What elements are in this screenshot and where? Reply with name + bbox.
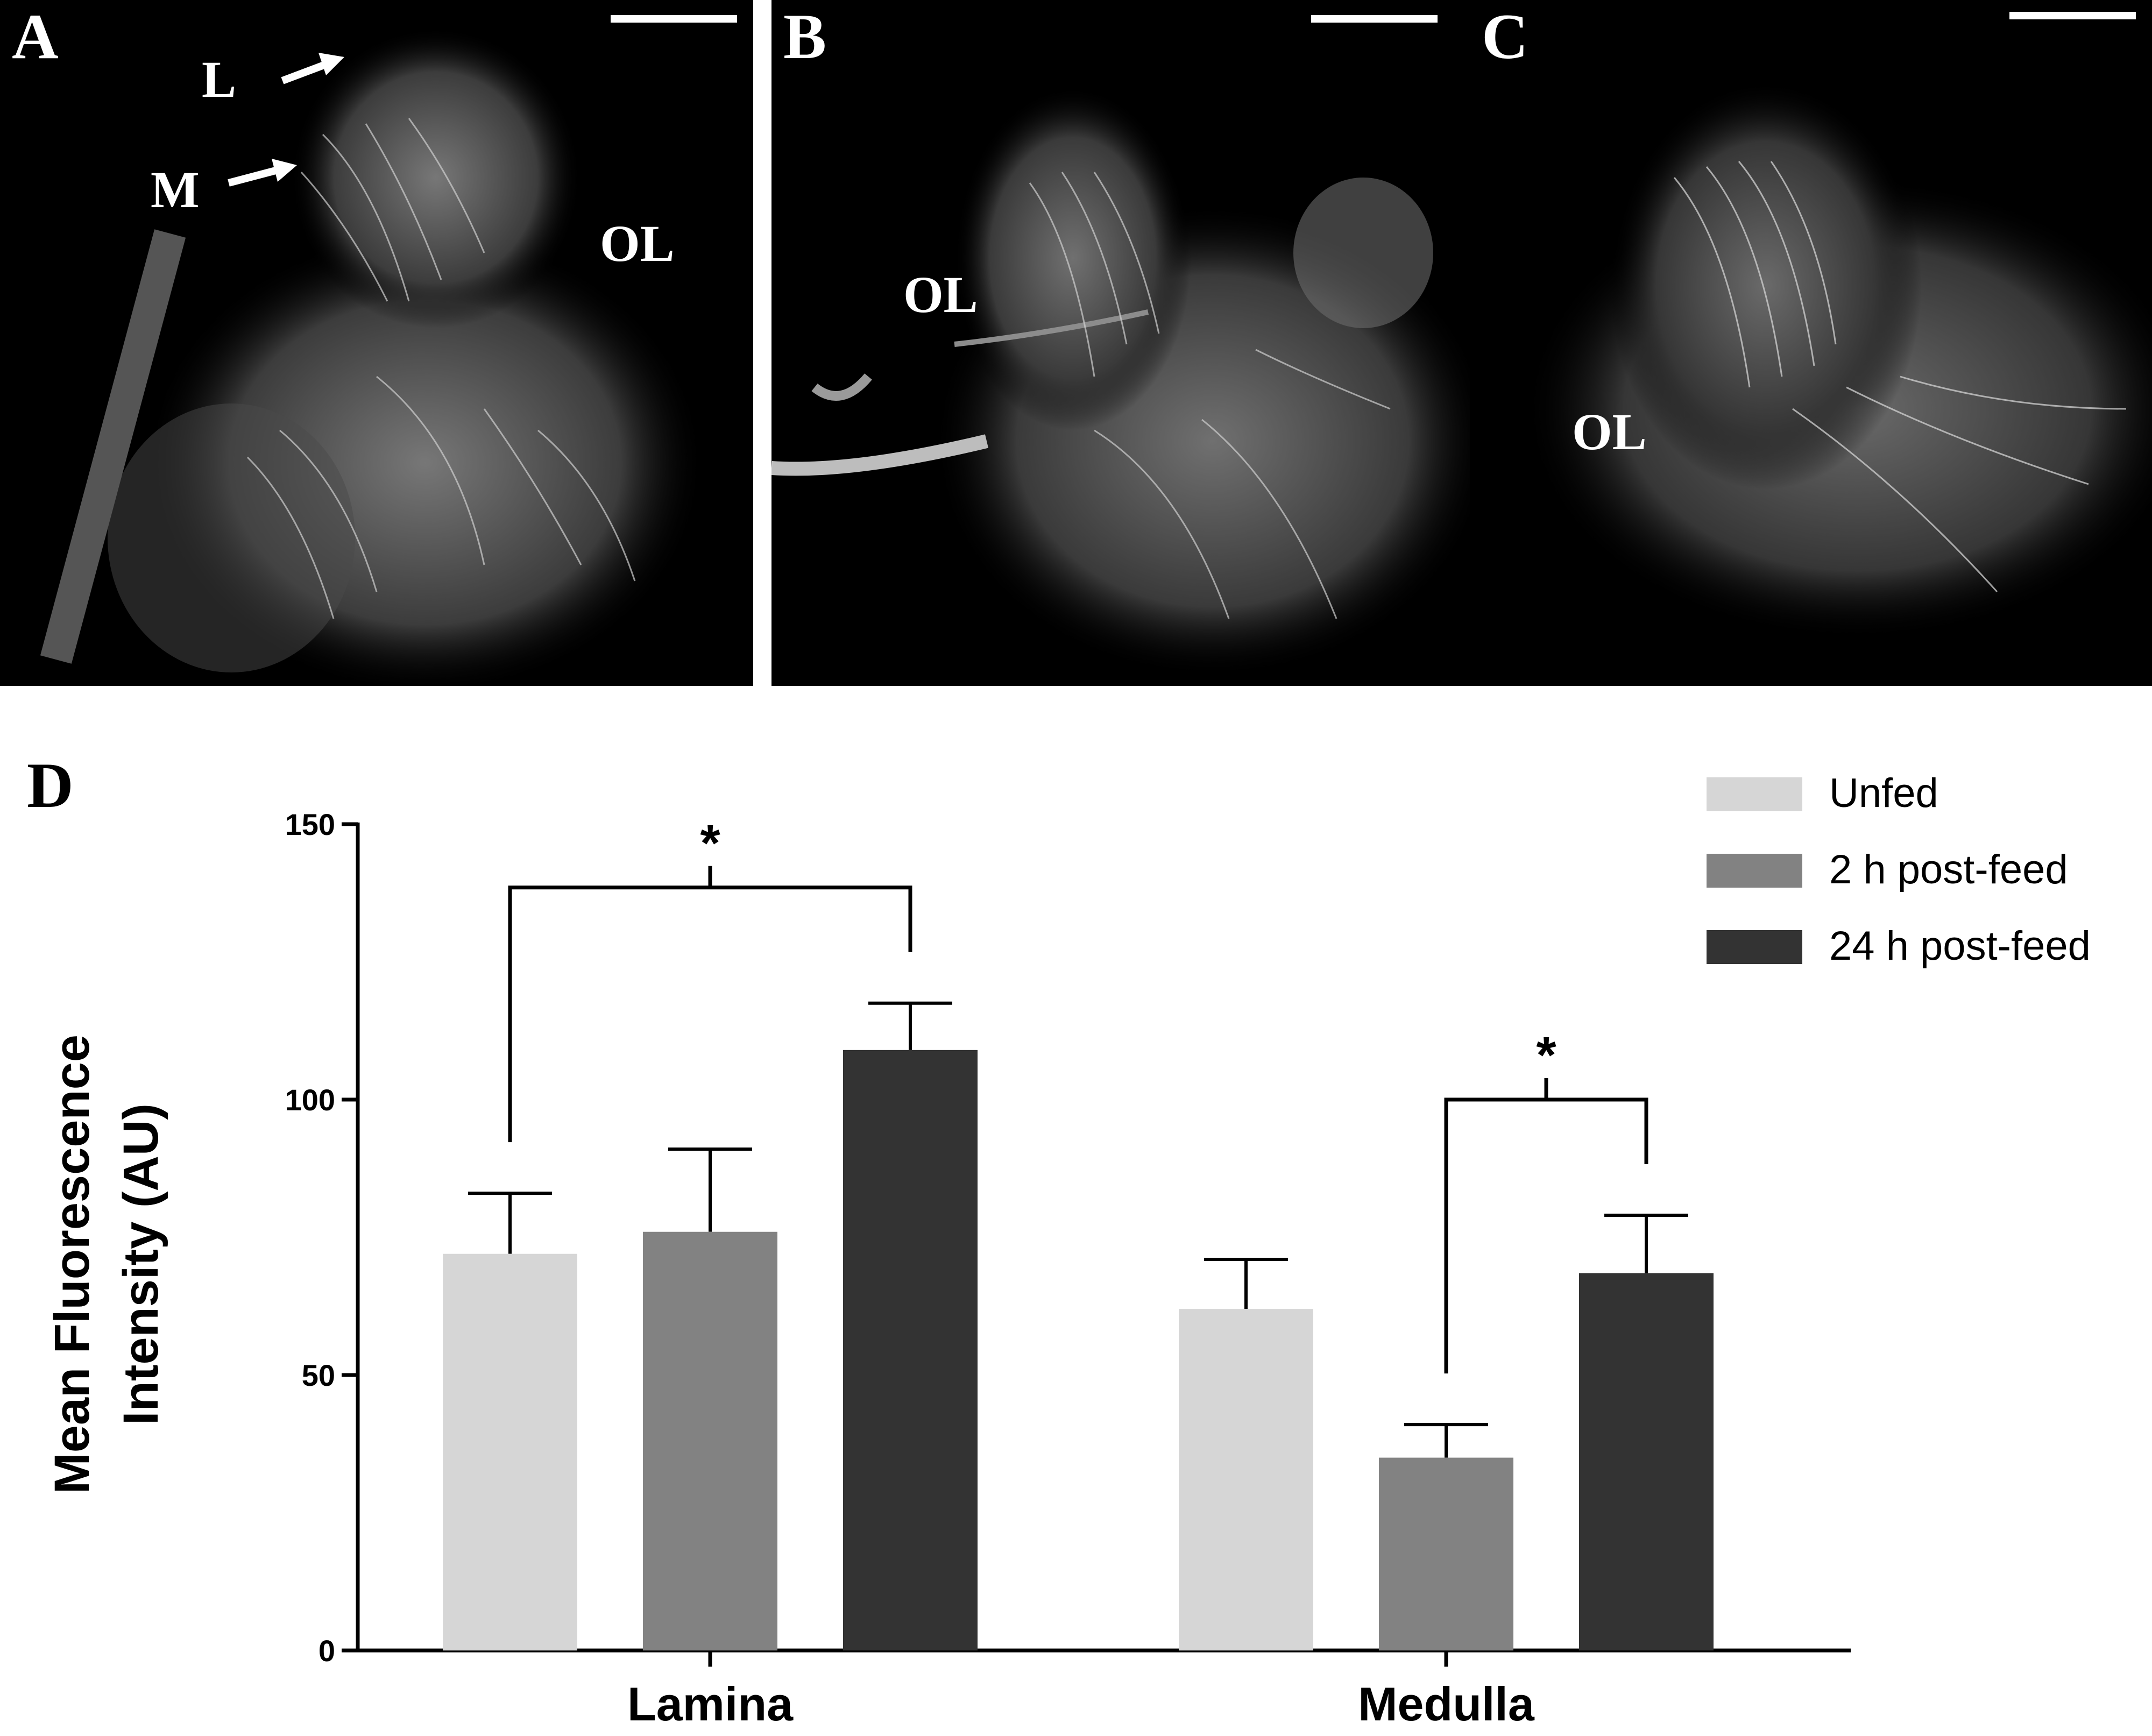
optic-lobe-label-a: OL <box>600 215 675 272</box>
bar <box>643 1231 777 1650</box>
bar <box>443 1253 577 1650</box>
optic-lobe-label-b: OL <box>903 266 978 323</box>
panel-letter-b: B <box>783 1 827 72</box>
panel-letter-c: C <box>1482 1 1528 72</box>
arrow-icon <box>228 53 344 187</box>
micrograph-panel-a: A L M OL <box>0 0 753 686</box>
panel-letter-d: D <box>27 749 74 821</box>
medulla-label: M <box>151 161 200 218</box>
x-category-label: Medulla <box>1358 1677 1535 1731</box>
micrograph-b-image <box>771 86 1471 678</box>
lamina-label: L <box>202 51 237 108</box>
significance-star: * <box>700 814 720 872</box>
y-tick-label: 100 <box>285 1083 335 1117</box>
significance-bracket <box>1444 1097 1648 1374</box>
panel-a-arrows <box>228 53 344 187</box>
micrograph-c-image <box>1524 81 2152 640</box>
chart-bars <box>443 1001 1714 1650</box>
panel-letter-a: A <box>12 1 59 72</box>
bar <box>1179 1309 1313 1650</box>
legend-swatch <box>1707 854 1802 888</box>
scale-bar-a <box>611 15 737 23</box>
legend-label: 2 h post-feed <box>1829 847 2068 892</box>
y-tick-label: 150 <box>285 807 335 841</box>
chart-legend: Unfed 2 h post-feed 24 h post-feed <box>1707 770 2091 969</box>
y-tick-label: 50 <box>302 1358 335 1392</box>
legend-swatch <box>1707 930 1802 964</box>
micrograph-panel-b: B OL <box>771 0 1471 686</box>
y-tick-label: 0 <box>318 1634 335 1668</box>
significance-brackets: ** <box>508 814 1648 1374</box>
legend-label: Unfed <box>1829 770 1938 816</box>
significance-bracket <box>508 885 912 1143</box>
micrograph-a-image <box>40 27 705 686</box>
y-axis-label-line-1: Mean Fluorescence <box>45 1034 100 1494</box>
significance-star: * <box>1536 1026 1556 1084</box>
legend-swatch <box>1707 777 1802 811</box>
scale-bar-b <box>1311 15 1438 23</box>
legend-label: 24 h post-feed <box>1829 923 2091 969</box>
x-category-label: Lamina <box>627 1677 794 1731</box>
bar <box>843 1050 978 1650</box>
y-axis-label-line-2: Intensity (AU) <box>114 1103 168 1425</box>
scale-bar-c <box>2009 12 2136 19</box>
bar <box>1379 1457 1513 1650</box>
micrograph-panel-c: C OL <box>1470 0 2152 686</box>
bar <box>1579 1273 1714 1650</box>
bar-chart: D Mean Fluorescence Intensity (AU) 0 50 10… <box>27 749 2091 1731</box>
optic-lobe-label-c: OL <box>1572 403 1647 460</box>
